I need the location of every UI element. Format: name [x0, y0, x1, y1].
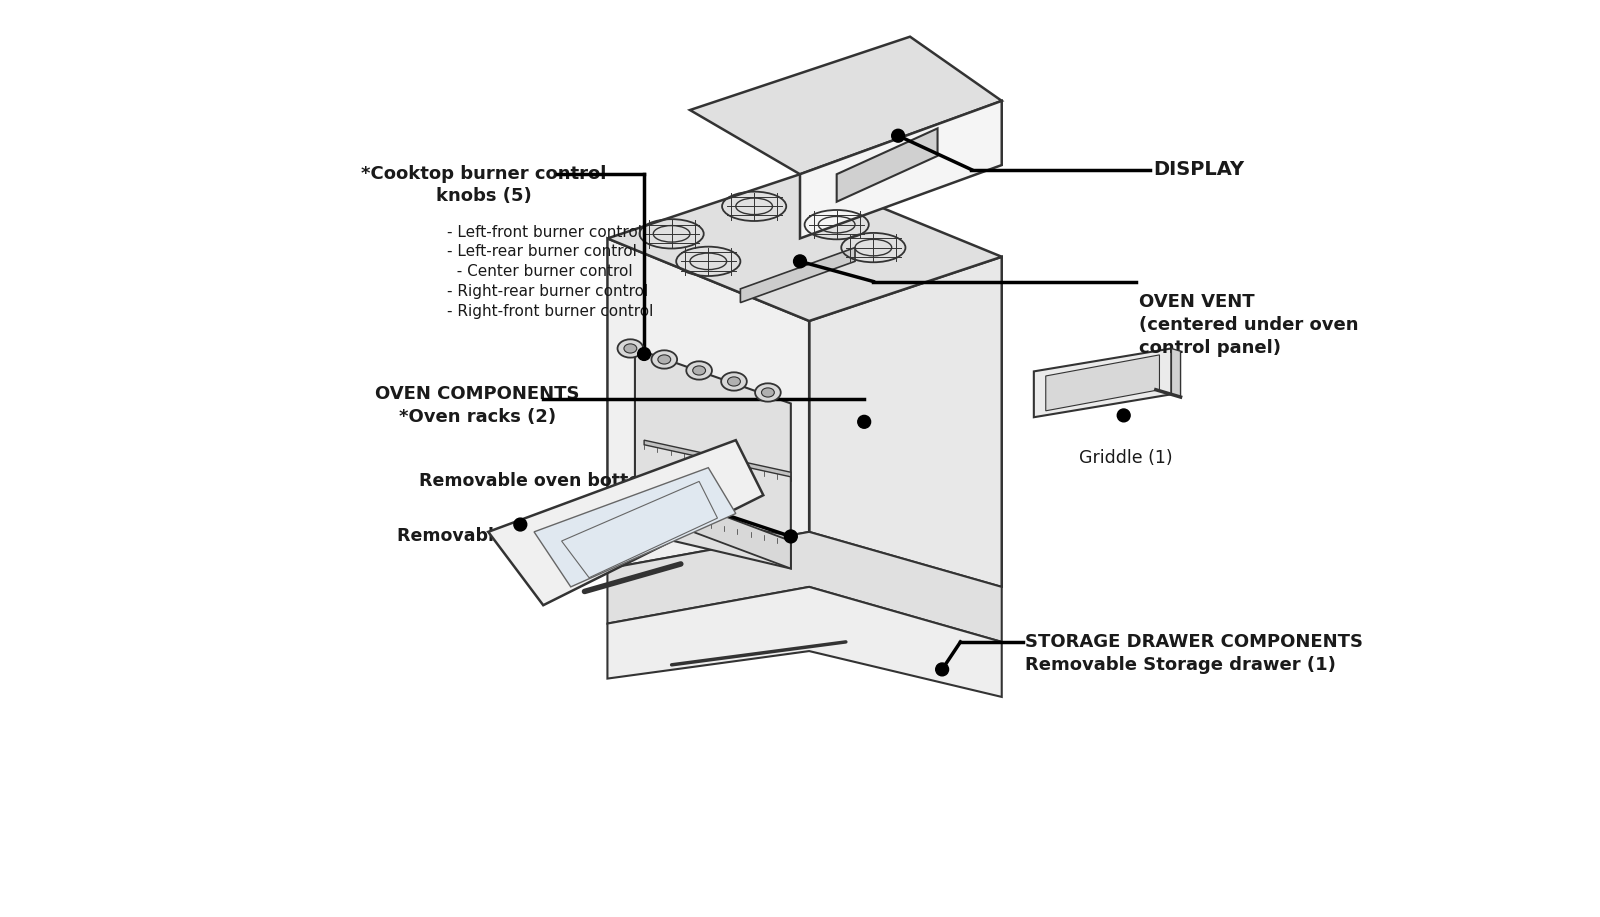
Ellipse shape — [651, 350, 677, 369]
Polygon shape — [810, 257, 1002, 624]
Polygon shape — [645, 440, 790, 477]
Polygon shape — [837, 128, 938, 202]
Ellipse shape — [762, 388, 774, 397]
Circle shape — [1117, 409, 1130, 422]
Polygon shape — [741, 248, 854, 303]
Text: Removable oven door: Removable oven door — [397, 527, 610, 546]
Polygon shape — [1046, 355, 1160, 411]
Ellipse shape — [755, 383, 781, 402]
Polygon shape — [645, 504, 790, 541]
Text: Removable oven bottom: Removable oven bottom — [419, 472, 659, 491]
Polygon shape — [534, 468, 736, 587]
Circle shape — [936, 663, 949, 676]
Text: OVEN COMPONENTS
*Oven racks (2): OVEN COMPONENTS *Oven racks (2) — [374, 385, 579, 426]
Circle shape — [794, 255, 806, 268]
Circle shape — [858, 415, 870, 428]
Ellipse shape — [686, 361, 712, 380]
Polygon shape — [635, 348, 790, 569]
Polygon shape — [608, 174, 1002, 321]
Text: *Cooktop burner control
knobs (5): *Cooktop burner control knobs (5) — [362, 165, 606, 205]
Ellipse shape — [624, 344, 637, 353]
Polygon shape — [608, 532, 1002, 642]
Circle shape — [638, 348, 651, 360]
Text: OVEN VENT
(centered under oven
control panel): OVEN VENT (centered under oven control p… — [1139, 293, 1358, 358]
Ellipse shape — [618, 339, 643, 358]
Polygon shape — [690, 37, 1002, 174]
Circle shape — [514, 518, 526, 531]
Ellipse shape — [728, 377, 741, 386]
Polygon shape — [608, 532, 1002, 624]
Text: Griddle (1): Griddle (1) — [1078, 449, 1173, 468]
Ellipse shape — [722, 372, 747, 391]
Polygon shape — [488, 440, 763, 605]
Circle shape — [784, 530, 797, 543]
Text: DISPLAY: DISPLAY — [1154, 160, 1245, 179]
Text: STORAGE DRAWER COMPONENTS
Removable Storage drawer (1): STORAGE DRAWER COMPONENTS Removable Stor… — [1024, 633, 1363, 674]
Circle shape — [891, 129, 904, 142]
Polygon shape — [1034, 348, 1171, 417]
Text: - Left-front burner control
- Left-rear burner control
  - Center burner control: - Left-front burner control - Left-rear … — [446, 225, 653, 319]
Polygon shape — [645, 486, 790, 569]
Polygon shape — [608, 238, 810, 624]
Polygon shape — [1171, 348, 1181, 397]
Polygon shape — [608, 587, 1002, 697]
Polygon shape — [800, 101, 1002, 238]
Ellipse shape — [658, 355, 670, 364]
Ellipse shape — [693, 366, 706, 375]
